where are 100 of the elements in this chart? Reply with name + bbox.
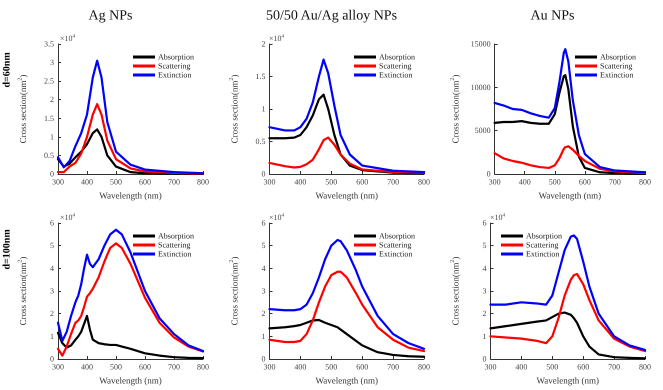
legend-label: Scattering	[379, 240, 412, 250]
y-tick-label: 1.5	[256, 72, 266, 81]
x-tick-label: 700	[168, 178, 180, 186]
legend-label: Absorption	[600, 52, 636, 62]
x-tick-label: 300	[264, 362, 276, 372]
y-tick-label: 10000	[470, 82, 491, 92]
y-tick-label: 5	[262, 241, 266, 250]
x-tick-label: 300	[52, 178, 64, 186]
x-tick-label: 300	[52, 362, 64, 372]
legend-label: Absorption	[379, 52, 415, 62]
y-tick-label: 1	[482, 332, 486, 341]
legend-label: Extinction	[379, 250, 412, 258]
legend-label: Absorption	[526, 232, 562, 240]
y-tick-label: 0.5	[44, 150, 54, 160]
legend-label: Absorption	[158, 52, 194, 62]
x-tick-label: 300	[488, 178, 501, 186]
chart-title: 50/50 Au/Ag alloy NPs	[266, 8, 398, 24]
x-axis-title: Wavelength (nm)	[315, 190, 378, 200]
text: d=100nm	[2, 228, 12, 270]
legend-label: Scattering	[600, 62, 632, 70]
y-tick-label: 1.5	[44, 114, 54, 123]
y-tick-label: 3	[482, 286, 486, 296]
x-tick-label: 800	[639, 178, 651, 186]
x-tick-label: 600	[356, 362, 368, 372]
x-tick-label: 500	[110, 178, 122, 186]
y-tick-label: 2	[262, 309, 266, 318]
y-tick-label: 1	[262, 332, 266, 341]
y-tick-label: 3.5	[44, 40, 54, 48]
y-tick-label: 3	[262, 286, 266, 296]
chart-title: Au NPs	[530, 8, 574, 24]
y-tick-label: 2	[50, 95, 54, 104]
legend-label: Absorption	[379, 232, 415, 240]
legend-label: Extinction	[379, 70, 412, 80]
y-tick-label: 6	[482, 218, 486, 228]
x-tick-label: 700	[387, 362, 400, 372]
x-axis-title: Wavelength (nm)	[99, 190, 162, 200]
x-tick-label: 800	[197, 362, 209, 372]
x-tick-label: 300	[264, 178, 276, 186]
x-tick-label: 600	[578, 178, 591, 186]
x-tick-label: 400	[518, 178, 531, 186]
x-tick-label: 700	[608, 178, 621, 186]
x-tick-label: 600	[139, 362, 151, 372]
y-tick-label: 0	[482, 354, 486, 364]
x-tick-label: 800	[418, 178, 430, 186]
line-series	[489, 234, 646, 352]
y-tick-label: 1	[262, 104, 266, 114]
x-tick-label: 400	[81, 178, 93, 186]
line-series	[268, 238, 426, 350]
chart-title: Ag NPs	[88, 8, 132, 24]
y-tick-label: 3	[50, 286, 54, 296]
x-tick-label: 600	[139, 178, 151, 186]
x-axis-title: Wavelength (nm)	[536, 376, 600, 386]
y-tick-label: 15000	[470, 40, 491, 48]
legend-label: Scattering	[158, 240, 190, 250]
x-tick-label: 700	[387, 178, 400, 186]
y-tick-label: 0	[262, 170, 266, 178]
x-tick-label: 800	[639, 362, 651, 372]
y-tick-label: 2	[482, 309, 486, 318]
y-tick-label: 5000	[474, 126, 491, 136]
text: d=60nm	[2, 52, 12, 88]
x-tick-label: 500	[110, 362, 122, 372]
legend-label: Absorption	[158, 232, 194, 240]
y-tick-label: 6	[50, 218, 54, 228]
y-tick-label: 6	[262, 218, 266, 228]
x-axis-title: Wavelength (nm)	[99, 376, 162, 386]
x-tick-label: 700	[168, 362, 180, 372]
x-tick-label: 500	[325, 178, 338, 186]
y-tick-label: 0.5	[256, 137, 266, 146]
line-series	[489, 272, 646, 352]
x-tick-label: 400	[294, 178, 306, 186]
y-tick-label: 2.5	[44, 76, 54, 86]
x-tick-label: 500	[548, 178, 561, 186]
y-tick-label: 1	[50, 332, 54, 341]
y-tick-label: 0	[50, 354, 54, 364]
x-tick-label: 400	[294, 362, 306, 372]
x-tick-label: 300	[484, 362, 496, 372]
y-tick-label: 1	[50, 132, 54, 142]
x-tick-label: 600	[356, 178, 368, 186]
legend-label: Extinction	[158, 250, 192, 258]
y-tick-label: 0	[50, 170, 54, 178]
legend-label: Extinction	[158, 70, 192, 80]
legend-label: Scattering	[526, 240, 558, 250]
y-tick-label: 4	[262, 264, 266, 273]
y-tick-label: 5	[50, 241, 54, 250]
x-tick-label: 700	[608, 362, 620, 372]
x-tick-label: 500	[325, 362, 338, 372]
y-tick-label: 2	[262, 40, 266, 48]
legend-label: Extinction	[600, 70, 634, 80]
y-tick-label: 5	[482, 241, 486, 250]
legend-label: Scattering	[379, 62, 412, 70]
x-tick-label: 400	[81, 362, 93, 372]
legend-label: Scattering	[158, 62, 190, 70]
legend-label: Extinction	[526, 250, 560, 258]
line-series	[268, 270, 426, 352]
y-tick-label: 2	[50, 309, 54, 318]
x-tick-label: 600	[577, 362, 590, 372]
x-tick-label: 800	[197, 178, 209, 186]
y-tick-label: 4	[50, 264, 54, 273]
x-tick-label: 500	[546, 362, 558, 372]
x-tick-label: 800	[418, 362, 430, 372]
